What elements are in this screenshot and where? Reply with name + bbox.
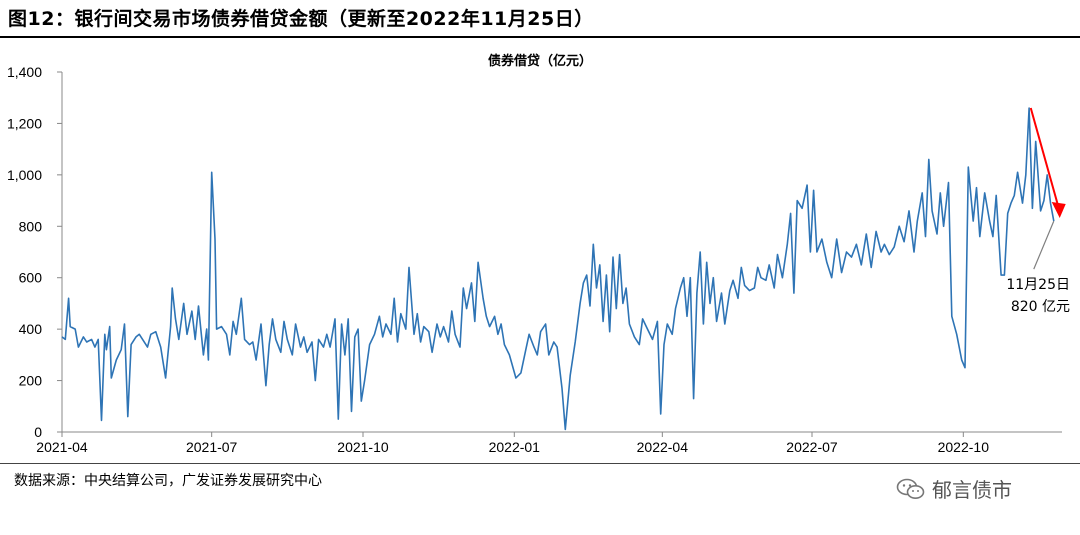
wechat-icon xyxy=(896,478,925,499)
x-axis: 2021-04 2021-07 2021-10 2022-01 2022-04 2022-… xyxy=(36,431,1062,455)
y-tick-label: 600 xyxy=(19,270,43,286)
trend-arrow-head xyxy=(1051,202,1066,218)
x-tick-label: 2021-07 xyxy=(186,439,238,455)
line-chart: 债券借贷（亿元） 0 200 400 600 800 1,000 1,200 1,400 20… xyxy=(7,53,1070,455)
watermark: 郁言债市 xyxy=(896,474,1012,503)
plot-area xyxy=(61,107,1055,431)
y-tick-label: 200 xyxy=(19,373,43,389)
y-tick-label: 0 xyxy=(34,424,42,440)
x-tick-label: 2022-07 xyxy=(786,439,838,455)
y-axis-title: 债券借贷（亿元） xyxy=(488,53,592,69)
watermark-text: 郁言债市 xyxy=(932,478,1012,502)
annotation-value-label: 820 亿元 xyxy=(1011,299,1070,315)
annotation-leader-line xyxy=(1033,220,1055,270)
x-tick-label: 2021-10 xyxy=(337,439,389,455)
y-tick-label: 1,400 xyxy=(7,64,42,80)
y-tick-label: 800 xyxy=(19,218,43,234)
y-tick-label: 400 xyxy=(19,321,43,337)
y-axis: 0 200 400 600 800 1,000 1,200 1,400 xyxy=(7,64,63,440)
y-tick-label: 1,200 xyxy=(7,115,42,131)
annotation-date-label: 11月25日 xyxy=(1006,277,1070,293)
title-divider xyxy=(0,36,1080,38)
data-source-note: 数据来源：中央结算公司，广发证券发展研究中心 xyxy=(14,473,322,489)
x-tick-label: 2022-10 xyxy=(938,439,990,455)
x-tick-label: 2021-04 xyxy=(36,439,88,455)
trend-arrow-shaft xyxy=(1029,107,1060,209)
figure-title: 图12：银行间交易市场债券借贷金额（更新至2022年11月25日） xyxy=(8,8,594,30)
annotations: 11月25日 820 亿元 xyxy=(1006,107,1070,315)
series-line xyxy=(61,107,1055,431)
y-tick-label: 1,000 xyxy=(7,167,42,183)
x-tick-label: 2022-04 xyxy=(637,439,689,455)
footer-divider xyxy=(0,463,1080,464)
x-tick-label: 2022-01 xyxy=(489,439,541,455)
